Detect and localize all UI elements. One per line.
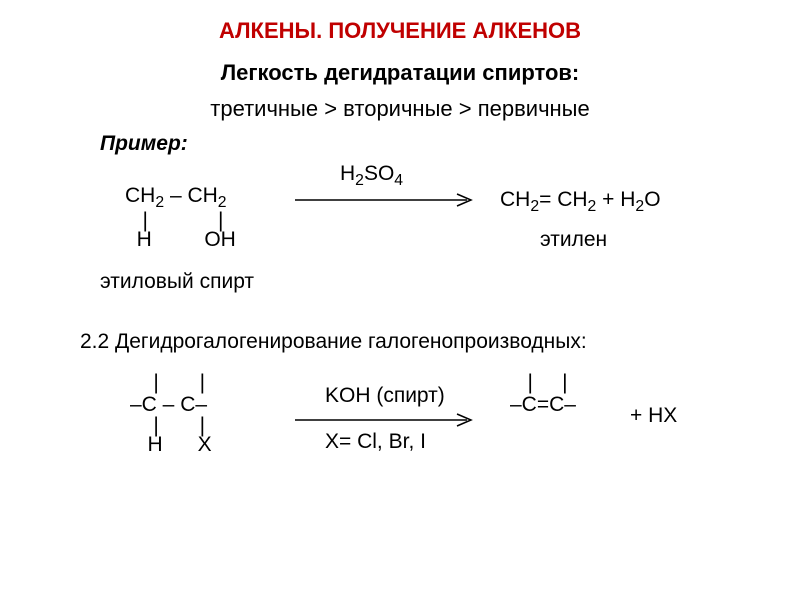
ethanol-structure: CH2 – CH2 | | H OH <box>125 184 236 250</box>
reactivity-order: третичные > вторичные > первичные <box>40 96 760 122</box>
page-title: АЛКЕНЫ. ПОЛУЧЕНИЕ АЛКЕНОВ <box>40 18 760 44</box>
product-main: –C=C– <box>510 393 576 417</box>
product-top-bonds: | | <box>510 374 576 393</box>
halide-top-bonds: | | <box>130 374 212 393</box>
byproduct-hx: + HX <box>630 404 677 428</box>
reaction-dehydrohalogenation: | | –C – C– | | H X KOH (спирт) X= Cl, B… <box>40 374 760 514</box>
halogen-definition: X= Cl, Br, I <box>325 430 426 454</box>
product-ethylene-formula: CH2= CH2 + H2O <box>500 188 661 216</box>
catalyst-koh: KOH (спирт) <box>325 384 445 408</box>
alkene-product-structure: | | –C=C– <box>510 374 576 417</box>
section-2-2-title: 2.2 Дегидрогалогенирование галогенопроиз… <box>80 330 760 354</box>
dehydration-subtitle: Легкость дегидратации спиртов: <box>40 60 760 86</box>
example-label: Пример: <box>100 132 760 156</box>
alkyl-halide-structure: | | –C – C– | | H X <box>130 374 212 455</box>
catalyst-h2so4: H2SO4 <box>340 162 403 190</box>
ethanol-line1: CH2 – CH2 <box>125 184 236 212</box>
reaction-dehydration: CH2 – CH2 | | H OH этиловый спирт H2SO4 … <box>40 160 760 310</box>
ethanol-substituents: H OH <box>125 231 236 250</box>
ethanol-name: этиловый спирт <box>100 270 254 294</box>
halide-substituents: H X <box>130 436 212 455</box>
reaction-arrow-1 <box>295 190 475 214</box>
ethylene-name: этилен <box>540 228 607 252</box>
